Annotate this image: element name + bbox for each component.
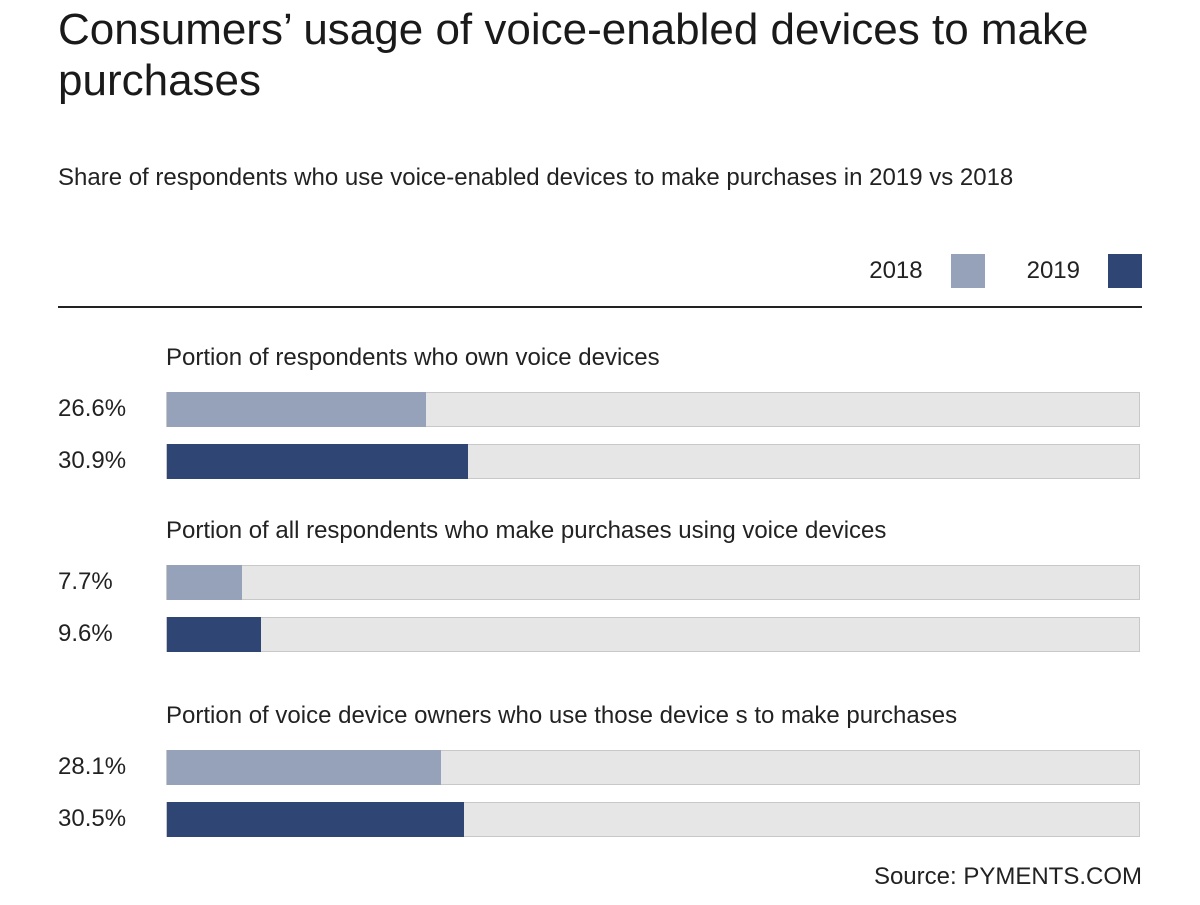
- bar-track: [166, 802, 1140, 837]
- bar-track: [166, 565, 1140, 600]
- bar-2019: [167, 444, 468, 479]
- value-label-2019: 30.5%: [58, 805, 127, 832]
- bar-2018: [167, 750, 441, 785]
- group-title: Portion of voice device owners who use t…: [166, 702, 958, 729]
- legend-item-2018: 2018: [869, 254, 985, 288]
- legend-item-2019: 2019: [1027, 254, 1142, 288]
- legend-swatch-2019: [1108, 254, 1142, 288]
- bar-track: [166, 444, 1140, 479]
- chart-subtitle: Share of respondents who use voice-enabl…: [58, 164, 1014, 191]
- header-divider: [58, 306, 1142, 308]
- legend-label-2019: 2019: [1026, 257, 1080, 284]
- value-label-2018: 26.6%: [58, 395, 127, 422]
- value-label-2018: 7.7%: [58, 568, 113, 595]
- legend-label-2018: 2018: [869, 257, 923, 284]
- value-label-2019: 9.6%: [58, 620, 113, 647]
- chart-title: Consumers’ usage of voice-enabled device…: [58, 5, 1089, 105]
- bar-track: [166, 750, 1140, 785]
- bar-track: [166, 617, 1140, 652]
- value-label-2019: 30.9%: [58, 447, 127, 474]
- legend: 2018 2019: [827, 254, 1142, 288]
- group-title: Portion of respondents who own voice dev…: [166, 344, 660, 371]
- group-title: Portion of all respondents who make purc…: [166, 517, 887, 544]
- legend-swatch-2018: [950, 254, 985, 288]
- bar-2019: [167, 802, 464, 837]
- value-label-2018: 28.1%: [58, 753, 127, 780]
- bar-2019: [167, 617, 261, 652]
- bar-track: [166, 392, 1140, 427]
- bar-2018: [167, 565, 242, 600]
- source-note: Source: PYMENTS.COM: [873, 863, 1142, 890]
- bar-2018: [167, 392, 426, 427]
